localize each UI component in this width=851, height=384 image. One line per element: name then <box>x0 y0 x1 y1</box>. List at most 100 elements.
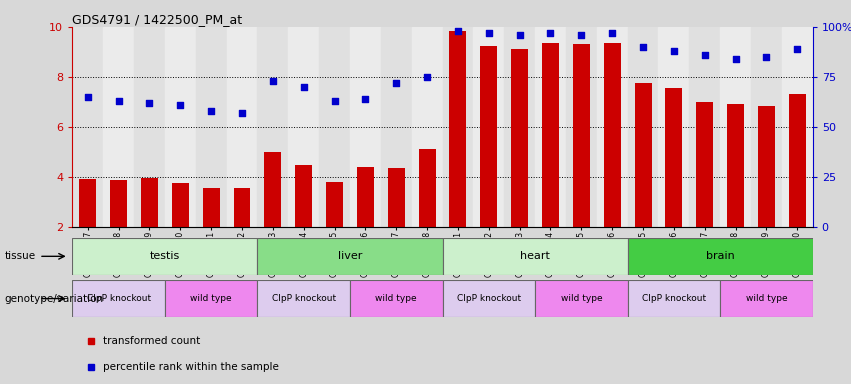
Text: GDS4791 / 1422500_PM_at: GDS4791 / 1422500_PM_at <box>72 13 243 26</box>
Point <box>204 108 218 114</box>
Point <box>605 30 619 36</box>
Bar <box>72 238 257 275</box>
Bar <box>257 27 288 227</box>
Bar <box>751 27 782 227</box>
Bar <box>627 27 659 227</box>
Bar <box>511 50 528 227</box>
Bar <box>72 280 165 317</box>
Point <box>235 110 248 116</box>
Bar <box>689 27 720 227</box>
Bar <box>720 27 751 227</box>
Bar <box>449 31 466 227</box>
Bar <box>443 280 535 317</box>
Bar <box>573 44 590 227</box>
Bar <box>110 180 127 227</box>
Bar <box>504 27 535 227</box>
Text: heart: heart <box>520 251 550 262</box>
Bar <box>603 43 620 227</box>
Point <box>791 46 804 52</box>
Bar <box>350 280 443 317</box>
Bar <box>566 27 597 227</box>
Bar <box>535 27 566 227</box>
Bar <box>288 27 319 227</box>
Point <box>698 52 711 58</box>
Bar <box>758 106 775 227</box>
Point <box>81 94 94 100</box>
Point <box>760 54 774 60</box>
Point <box>266 78 280 84</box>
Bar <box>165 280 257 317</box>
Bar <box>789 94 806 227</box>
Point <box>574 32 588 38</box>
Bar <box>134 27 165 227</box>
Bar <box>79 179 96 227</box>
Bar <box>480 46 497 227</box>
Point <box>544 30 557 36</box>
Bar <box>141 178 158 227</box>
Bar <box>326 182 343 227</box>
Point <box>420 74 434 80</box>
Point <box>667 48 681 54</box>
Bar <box>597 27 627 227</box>
Text: wild type: wild type <box>561 294 603 303</box>
Bar <box>727 104 744 227</box>
Point <box>174 102 187 108</box>
Point <box>297 84 311 90</box>
Bar <box>350 27 380 227</box>
Bar <box>233 188 250 227</box>
Point <box>390 80 403 86</box>
Bar <box>542 43 559 227</box>
Point <box>728 56 742 62</box>
Text: brain: brain <box>705 251 734 262</box>
Bar <box>782 27 813 227</box>
Bar <box>473 27 504 227</box>
Bar <box>380 27 412 227</box>
Bar <box>357 167 374 227</box>
Point <box>143 100 157 106</box>
Text: ClpP knockout: ClpP knockout <box>457 294 521 303</box>
Text: percentile rank within the sample: percentile rank within the sample <box>104 362 279 372</box>
Bar <box>443 238 627 275</box>
Text: testis: testis <box>150 251 180 262</box>
Bar <box>412 27 443 227</box>
Bar <box>103 27 134 227</box>
Text: ClpP knockout: ClpP knockout <box>642 294 706 303</box>
Point <box>513 32 527 38</box>
Text: ClpP knockout: ClpP knockout <box>271 294 336 303</box>
Bar <box>165 27 196 227</box>
Point <box>482 30 495 36</box>
Bar <box>257 238 443 275</box>
Bar <box>226 27 257 227</box>
Bar <box>419 149 436 227</box>
Text: tissue: tissue <box>4 251 36 261</box>
Text: wild type: wild type <box>375 294 417 303</box>
Text: transformed count: transformed count <box>104 336 201 346</box>
Bar <box>72 27 103 227</box>
Bar <box>319 27 350 227</box>
Bar <box>388 168 405 227</box>
Bar <box>172 183 189 227</box>
Point <box>358 96 372 102</box>
Bar <box>659 27 689 227</box>
Point <box>111 98 125 104</box>
Bar <box>627 238 813 275</box>
Bar <box>265 152 282 227</box>
Bar <box>635 83 652 227</box>
Bar <box>535 280 627 317</box>
Text: liver: liver <box>338 251 363 262</box>
Point <box>637 44 650 50</box>
Bar <box>203 188 220 227</box>
Bar <box>443 27 473 227</box>
Bar <box>720 280 813 317</box>
Bar <box>257 280 350 317</box>
Text: genotype/variation: genotype/variation <box>4 294 103 304</box>
Bar <box>627 280 720 317</box>
Bar <box>295 166 312 227</box>
Text: ClpP knockout: ClpP knockout <box>87 294 151 303</box>
Text: wild type: wild type <box>191 294 232 303</box>
Bar <box>196 27 226 227</box>
Point <box>328 98 341 104</box>
Bar <box>696 102 713 227</box>
Text: wild type: wild type <box>745 294 787 303</box>
Bar <box>665 88 683 227</box>
